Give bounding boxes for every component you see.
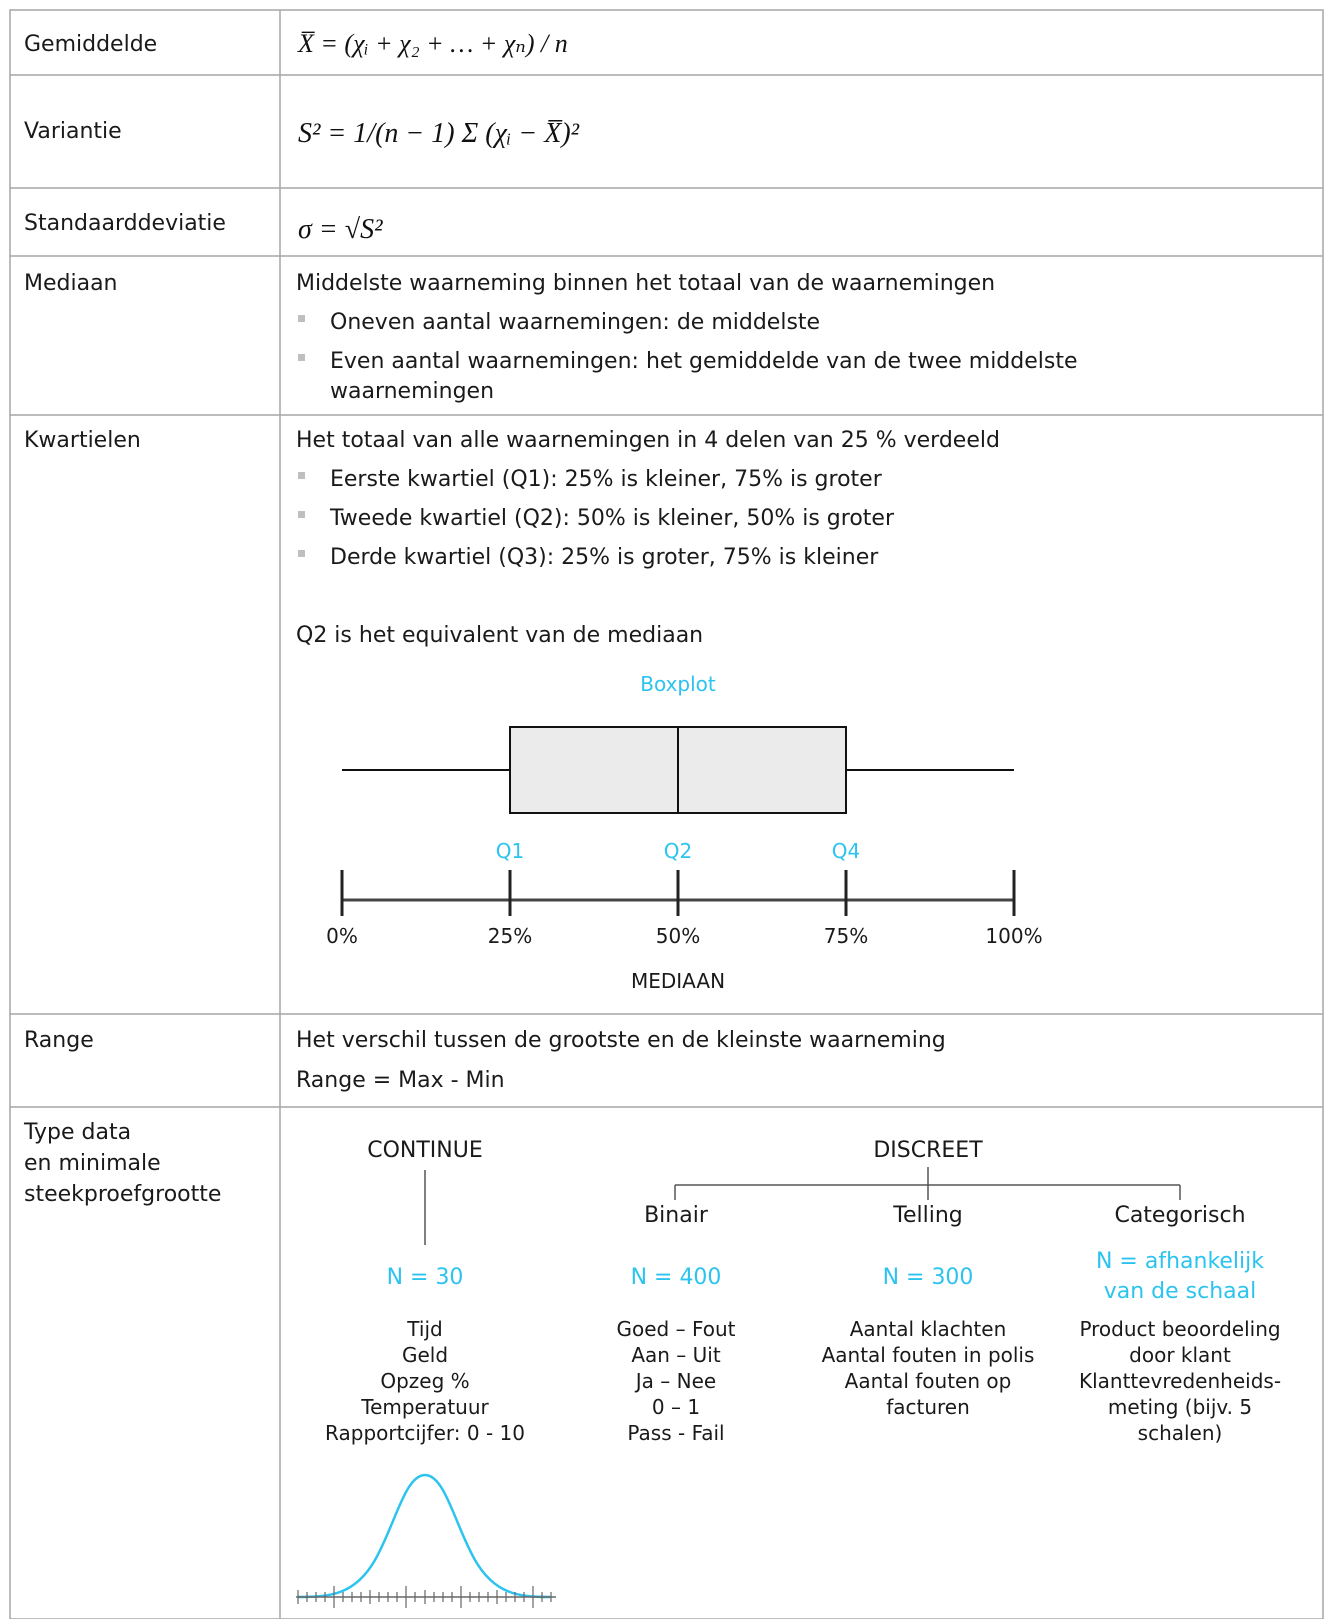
categorisch-example: schalen): [1138, 1421, 1223, 1445]
q-label-q1: Q1: [496, 839, 524, 863]
continue-example: Tijd: [406, 1317, 442, 1341]
normal-distribution-icon: [296, 1473, 556, 1608]
telling-examples: Aantal klachten Aantal fouten in polis A…: [822, 1317, 1035, 1419]
quartiles-intro: Het totaal van alle waarnemingen in 4 de…: [296, 428, 1000, 453]
categorisch-example: meting (bijv. 5: [1108, 1395, 1252, 1419]
telling-n: N = 300: [883, 1265, 974, 1290]
std-formula: σ = √S²: [298, 214, 383, 245]
bell-axis-ticks: [297, 1586, 552, 1608]
row-label-median: Mediaan: [24, 271, 118, 296]
telling-example: facturen: [886, 1395, 970, 1419]
telling-example: Aantal klachten: [850, 1317, 1007, 1341]
bullet-icon: [298, 315, 305, 322]
binair-example: Goed – Fout: [617, 1317, 736, 1341]
binair-example: Aan – Uit: [631, 1343, 721, 1367]
variance-formula-text: S² = 1/(n − 1) Σ (χᵢ − X̅)²: [298, 118, 580, 149]
discreet-title: DISCREET: [873, 1138, 983, 1163]
quartiles-note: Q2 is het equivalent van de mediaan: [296, 623, 703, 648]
scale-label-50: 50%: [656, 924, 700, 948]
median-bullet-2-cont: waarnemingen: [330, 379, 494, 404]
categorisch-n-2: van de schaal: [1104, 1279, 1257, 1304]
bullet-icon: [298, 354, 305, 361]
row-label-range: Range: [24, 1028, 94, 1053]
binair-example: Pass - Fail: [627, 1421, 724, 1445]
continue-example: Geld: [402, 1343, 448, 1367]
quartiles-bullet-3: Derde kwartiel (Q3): 25% is groter, 75% …: [330, 545, 879, 570]
row-label-datatype-2: en minimale: [24, 1151, 161, 1176]
range-line-1: Het verschil tussen de grootste en de kl…: [296, 1028, 946, 1053]
scale-label-25: 25%: [488, 924, 532, 948]
continue-example: Rapportcijfer: 0 - 10: [325, 1421, 525, 1445]
boxplot-title: Boxplot: [640, 672, 716, 696]
categorisch-examples: Product beoordeling door klant Klanttevr…: [1079, 1317, 1281, 1445]
median-bullet-1: Oneven aantal waarnemingen: de middelste: [330, 310, 820, 335]
categorisch-title: Categorisch: [1114, 1203, 1245, 1228]
range-line-2: Range = Max - Min: [296, 1068, 505, 1093]
binair-example: 0 – 1: [652, 1395, 700, 1419]
continue-example: Opzeg %: [380, 1369, 469, 1393]
categorisch-example: Product beoordeling: [1079, 1317, 1280, 1341]
binair-examples: Goed – Fout Aan – Uit Ja – Nee 0 – 1 Pas…: [617, 1317, 736, 1445]
binair-example: Ja – Nee: [634, 1369, 716, 1393]
continue-n: N = 30: [387, 1265, 464, 1290]
quartiles-bullet-2: Tweede kwartiel (Q2): 50% is kleiner, 50…: [329, 506, 895, 531]
continue-examples: Tijd Geld Opzeg % Temperatuur Rapportcij…: [325, 1317, 525, 1445]
scale-label-0: 0%: [326, 924, 358, 948]
categorisch-n-1: N = afhankelijk: [1096, 1249, 1264, 1274]
quartiles-bullet-1: Eerste kwartiel (Q1): 25% is kleiner, 75…: [330, 467, 883, 492]
q-label-q2: Q2: [664, 839, 692, 863]
discreet-tree-lines: [674, 1167, 1181, 1200]
bullet-icon: [298, 550, 305, 557]
scale-labels: 0% 25% 50% 75% 100%: [326, 924, 1042, 948]
table-grid: [9, 9, 1324, 1619]
boxplot-q-labels: Q1 Q2 Q4: [496, 839, 860, 863]
median-bullet-2: Even aantal waarnemingen: het gemiddelde…: [330, 349, 1078, 374]
binair-title: Binair: [644, 1203, 709, 1228]
row-label-mean: Gemiddelde: [24, 32, 157, 57]
mean-formula: X̅ = (χᵢ + χ₂ + … + χₙ) / n: [297, 29, 568, 58]
datatype-diagram: CONTINUE N = 30 Tijd Geld Opzeg % Temper…: [296, 1138, 1281, 1608]
continue-title: CONTINUE: [367, 1138, 483, 1163]
mean-formula-text: X̅ = (χᵢ + χ₂ + … + χₙ) / n: [297, 29, 568, 58]
bullet-icon: [298, 472, 305, 479]
q-label-q4: Q4: [832, 839, 860, 863]
std-formula-text: σ = √S²: [298, 214, 383, 245]
telling-example: Aantal fouten op: [845, 1369, 1012, 1393]
categorisch-example: door klant: [1129, 1343, 1231, 1367]
median-intro: Middelste waarneming binnen het totaal v…: [296, 271, 995, 296]
boxplot: Boxplot Q1 Q2 Q4 0% 25% 50% 75% 100% MED…: [326, 672, 1042, 993]
bullet-icon: [298, 511, 305, 518]
continue-example: Temperatuur: [360, 1395, 489, 1419]
binair-n: N = 400: [631, 1265, 722, 1290]
bell-curve: [297, 1473, 551, 1599]
categorisch-example: Klanttevredenheids-: [1079, 1369, 1281, 1393]
scale-label-75: 75%: [824, 924, 868, 948]
row-label-quartiles: Kwartielen: [24, 428, 141, 453]
scale-label-100: 100%: [985, 924, 1042, 948]
telling-example: Aantal fouten in polis: [822, 1343, 1035, 1367]
row-label-std: Standaarddeviatie: [24, 211, 226, 236]
scale-ticks: [340, 870, 1016, 916]
row-label-datatype-3: steekproefgrootte: [24, 1182, 221, 1207]
telling-title: Telling: [892, 1203, 962, 1228]
row-label-variance: Variantie: [24, 119, 122, 144]
scale-caption: MEDIAAN: [631, 969, 725, 993]
variance-formula: S² = 1/(n − 1) Σ (χᵢ − X̅)²: [298, 118, 580, 149]
row-label-datatype-1: Type data: [23, 1120, 131, 1145]
